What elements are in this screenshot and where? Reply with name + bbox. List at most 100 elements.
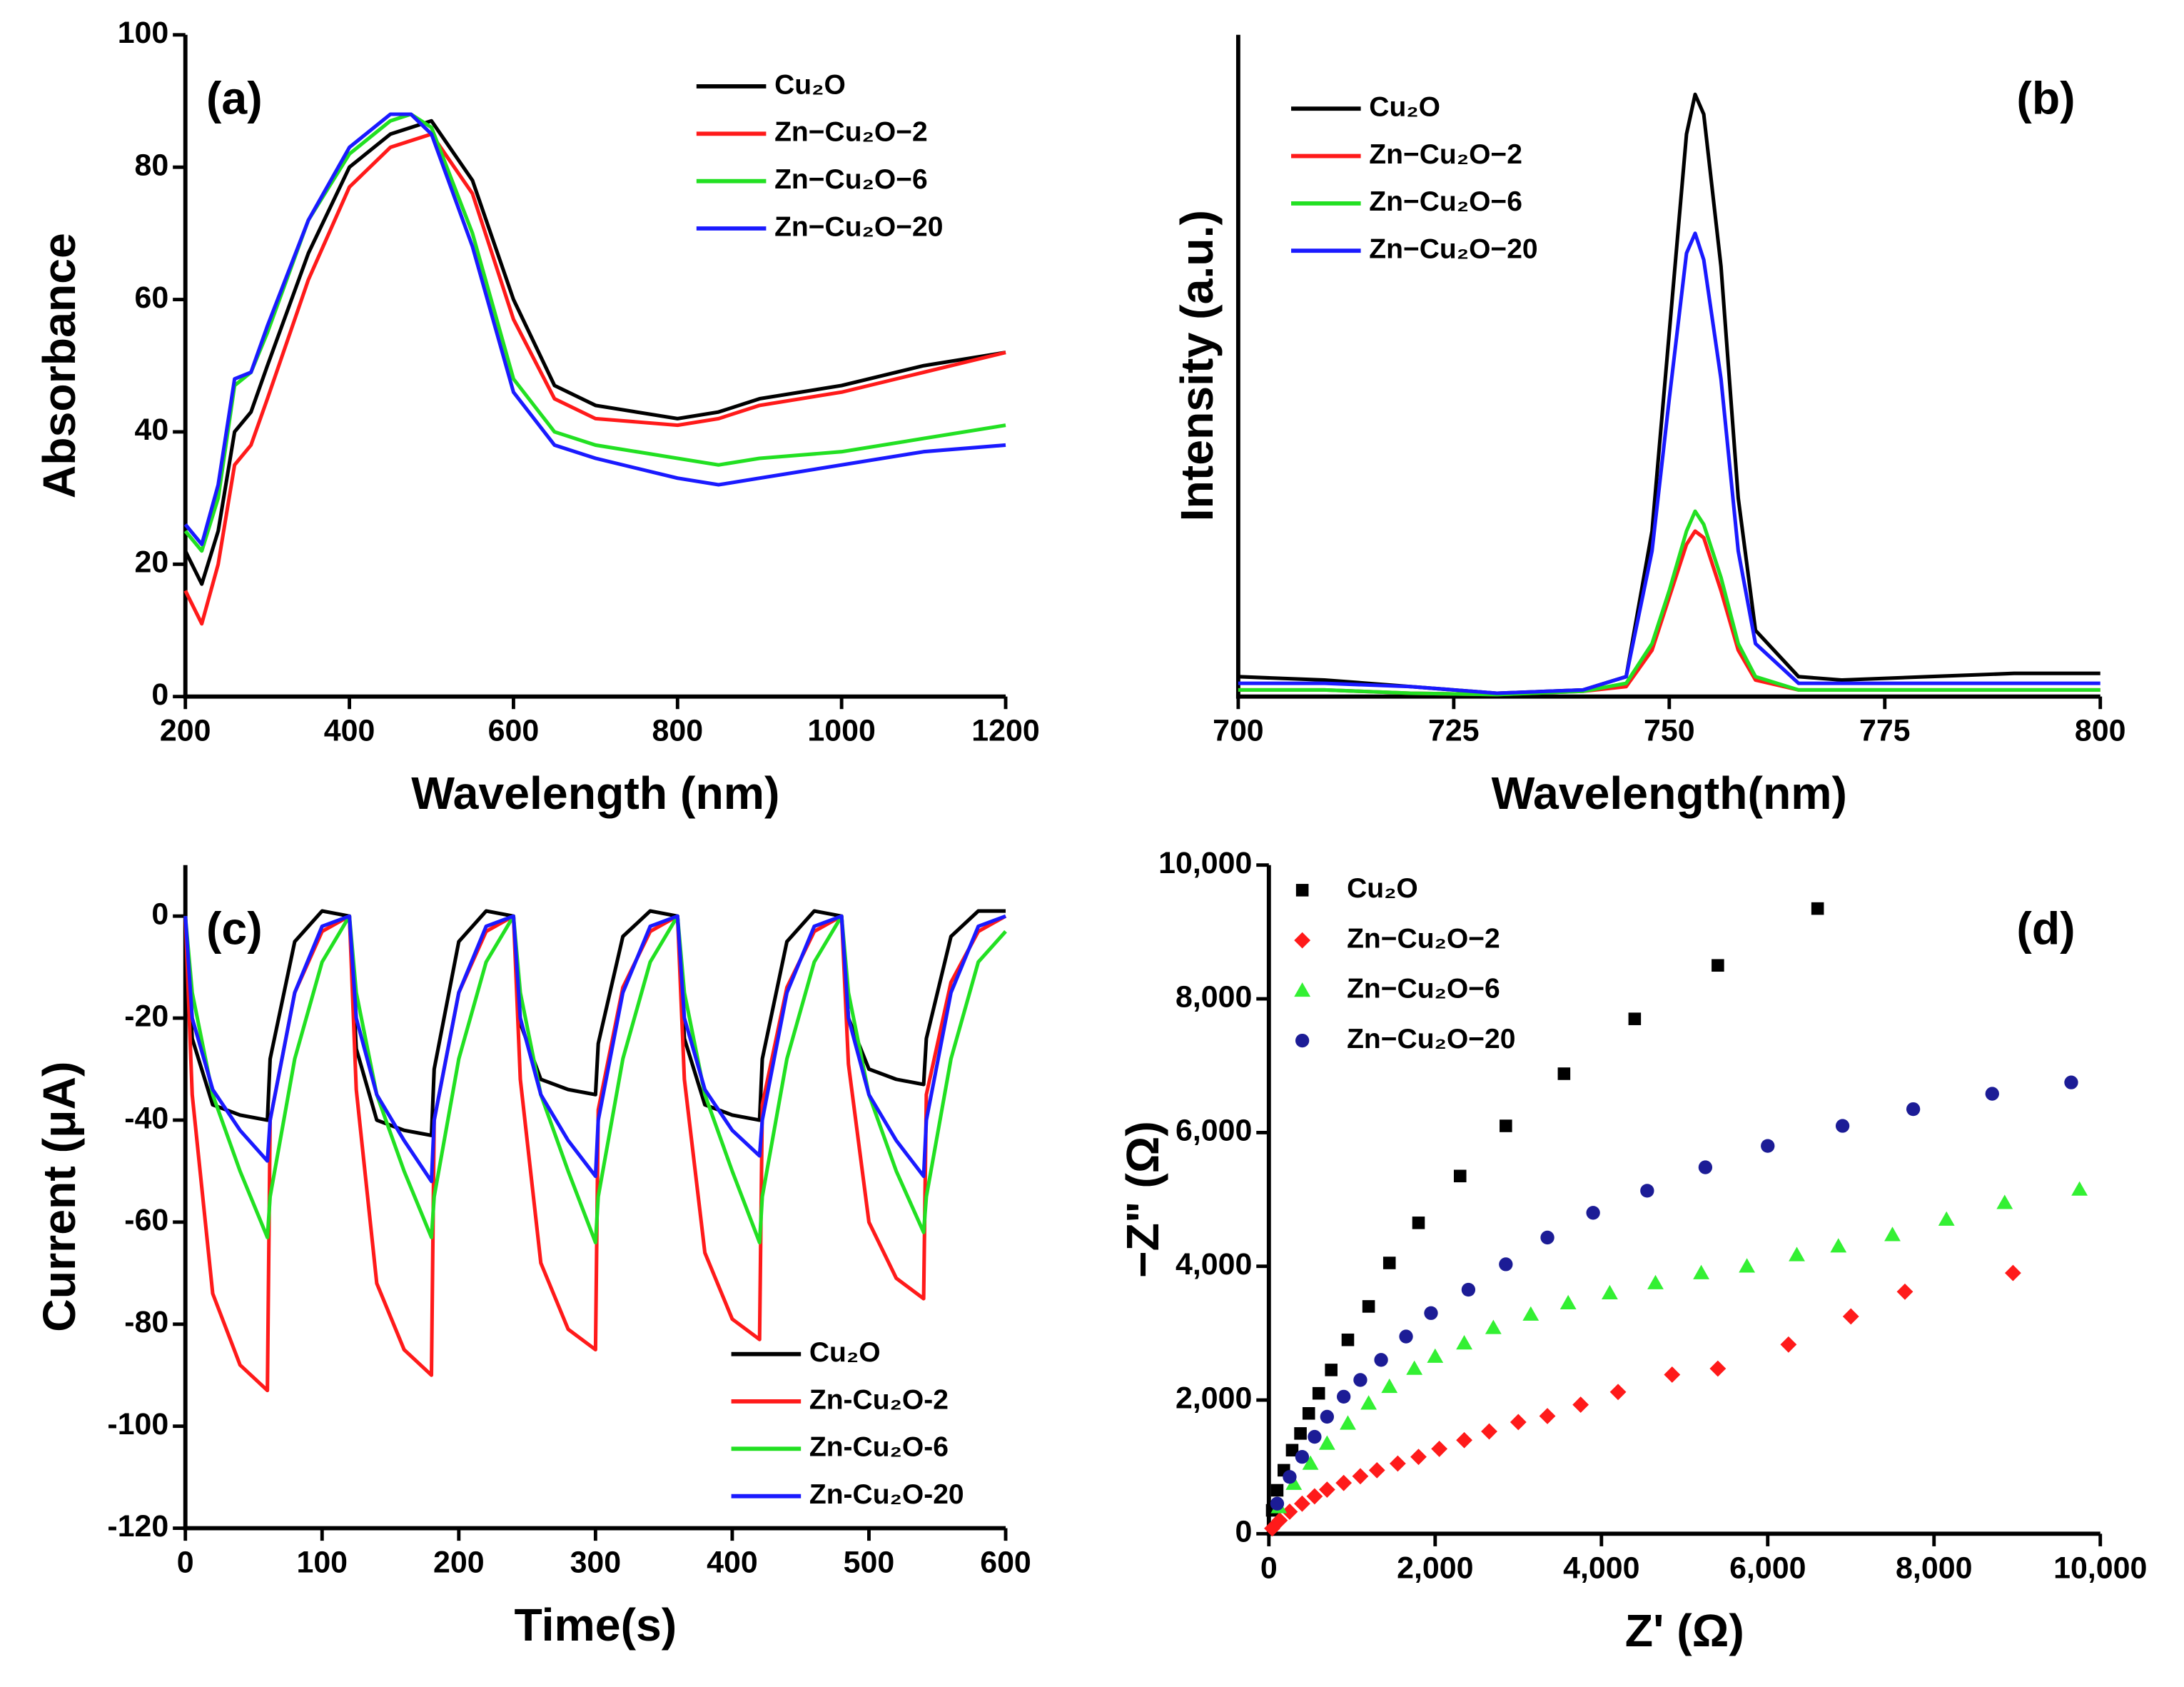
marker-circle	[1424, 1306, 1438, 1320]
series-line	[183, 132, 1006, 626]
marker-diamond	[1481, 1423, 1497, 1440]
marker-diamond	[1664, 1366, 1681, 1383]
marker-diamond	[1318, 1481, 1335, 1498]
y-tick-label: 100	[118, 16, 169, 50]
marker-square	[1628, 1012, 1642, 1025]
marker-circle	[1906, 1102, 1921, 1117]
x-tick-label: 800	[652, 714, 704, 748]
marker-triangle	[1938, 1211, 1955, 1226]
y-tick-label: -40	[124, 1101, 168, 1135]
y-tick-label: 60	[135, 281, 169, 315]
legend-label: Zn−Cu₂O−6	[774, 164, 928, 195]
marker-square	[1341, 1333, 1355, 1346]
y-axis-label: Absorbance	[34, 233, 85, 498]
marker-diamond	[1780, 1336, 1797, 1353]
marker-triangle	[1427, 1348, 1444, 1363]
x-tick-label: 800	[2075, 714, 2126, 748]
x-axis-label: Wavelength(nm)	[1492, 767, 1847, 819]
x-tick-label: 200	[160, 714, 211, 748]
marker-diamond	[1281, 1504, 1298, 1520]
y-axis-label: Intensity (a.u.)	[1171, 210, 1223, 521]
y-tick-label: -120	[107, 1509, 168, 1544]
y-tick-label: 6,000	[1176, 1114, 1252, 1148]
marker-triangle	[1318, 1435, 1335, 1450]
marker-circle	[1985, 1087, 1999, 1101]
marker-diamond	[1896, 1283, 1913, 1300]
marker-triangle	[1693, 1264, 1709, 1279]
x-tick-label: 8,000	[1896, 1551, 1972, 1585]
x-tick-label: 2,000	[1397, 1551, 1473, 1585]
marker-triangle	[1830, 1238, 1847, 1253]
series-line	[1238, 529, 2100, 697]
marker-circle	[1461, 1282, 1476, 1297]
marker-diamond	[1389, 1455, 1406, 1472]
series-line	[183, 914, 1007, 1244]
marker-circle	[2064, 1075, 2078, 1089]
marker-diamond	[1306, 1488, 1323, 1505]
marker-diamond	[1294, 932, 1311, 949]
marker-circle	[1295, 1033, 1310, 1048]
legend-label: Zn−Cu₂O−2	[1369, 139, 1522, 170]
marker-diamond	[1431, 1440, 1448, 1457]
marker-square	[1270, 1484, 1284, 1497]
series-line	[183, 909, 1006, 1137]
marker-square	[1811, 902, 1824, 915]
x-tick-label: 10,000	[2053, 1551, 2147, 1585]
marker-square	[1712, 959, 1724, 972]
y-tick-label: -60	[124, 1203, 168, 1237]
y-tick-label: -100	[107, 1407, 168, 1441]
marker-square	[1285, 1444, 1299, 1457]
marker-square	[1325, 1364, 1338, 1376]
x-tick-label: 0	[177, 1546, 194, 1580]
marker-diamond	[1410, 1449, 1427, 1466]
series-line	[183, 112, 1006, 546]
marker-triangle	[1456, 1335, 1472, 1350]
legend-label: Cu₂O	[774, 69, 846, 100]
marker-triangle	[1522, 1306, 1540, 1321]
legend-label: Cu₂O	[1369, 92, 1440, 123]
legend-label: Zn−Cu₂O−2	[774, 117, 928, 148]
y-tick-label: 4,000	[1176, 1247, 1252, 1281]
marker-circle	[1320, 1409, 1335, 1424]
marker-triangle	[1789, 1247, 1805, 1262]
marker-square	[1294, 1427, 1307, 1440]
marker-triangle	[1302, 1455, 1319, 1470]
x-tick-label: 600	[488, 714, 540, 748]
x-tick-label: 750	[1644, 714, 1695, 748]
legend-label: Zn−Cu₂O−6	[1369, 186, 1522, 217]
y-axis-label: −Z" (Ω)	[1117, 1121, 1168, 1278]
marker-square	[1382, 1257, 1396, 1269]
marker-square	[1362, 1300, 1375, 1313]
marker-square	[1302, 1406, 1315, 1420]
x-tick-label: 400	[324, 714, 375, 748]
x-axis-label: Z' (Ω)	[1625, 1605, 1744, 1656]
marker-circle	[1499, 1257, 1513, 1271]
legend-label: Zn−Cu₂O−6	[1347, 974, 1500, 1004]
marker-circle	[1540, 1230, 1554, 1245]
legend-label: Cu₂O	[809, 1337, 881, 1368]
x-tick-label: 100	[296, 1546, 348, 1580]
marker-square	[1312, 1386, 1325, 1400]
marker-diamond	[1842, 1308, 1859, 1325]
marker-triangle	[1647, 1274, 1664, 1289]
y-tick-label: 10,000	[1158, 846, 1252, 880]
panel-label: (c)	[206, 902, 263, 954]
series-line	[183, 914, 1006, 1184]
marker-circle	[1698, 1160, 1713, 1174]
marker-square	[1557, 1067, 1571, 1080]
marker-circle	[1295, 1449, 1310, 1464]
marker-triangle	[1294, 982, 1311, 997]
x-tick-label: 500	[844, 1546, 895, 1580]
marker-triangle	[1285, 1475, 1303, 1490]
marker-triangle	[1340, 1415, 1356, 1430]
marker-triangle	[1406, 1360, 1423, 1375]
marker-triangle	[1739, 1258, 1756, 1273]
marker-square	[1500, 1119, 1512, 1132]
x-tick-label: 400	[707, 1546, 758, 1580]
marker-triangle	[1996, 1194, 2013, 1209]
legend-label: Zn−Cu₂O−2	[1347, 923, 1500, 954]
panel-label: (a)	[206, 72, 263, 124]
series-line	[1238, 231, 2100, 695]
y-tick-label: 8,000	[1176, 980, 1252, 1014]
